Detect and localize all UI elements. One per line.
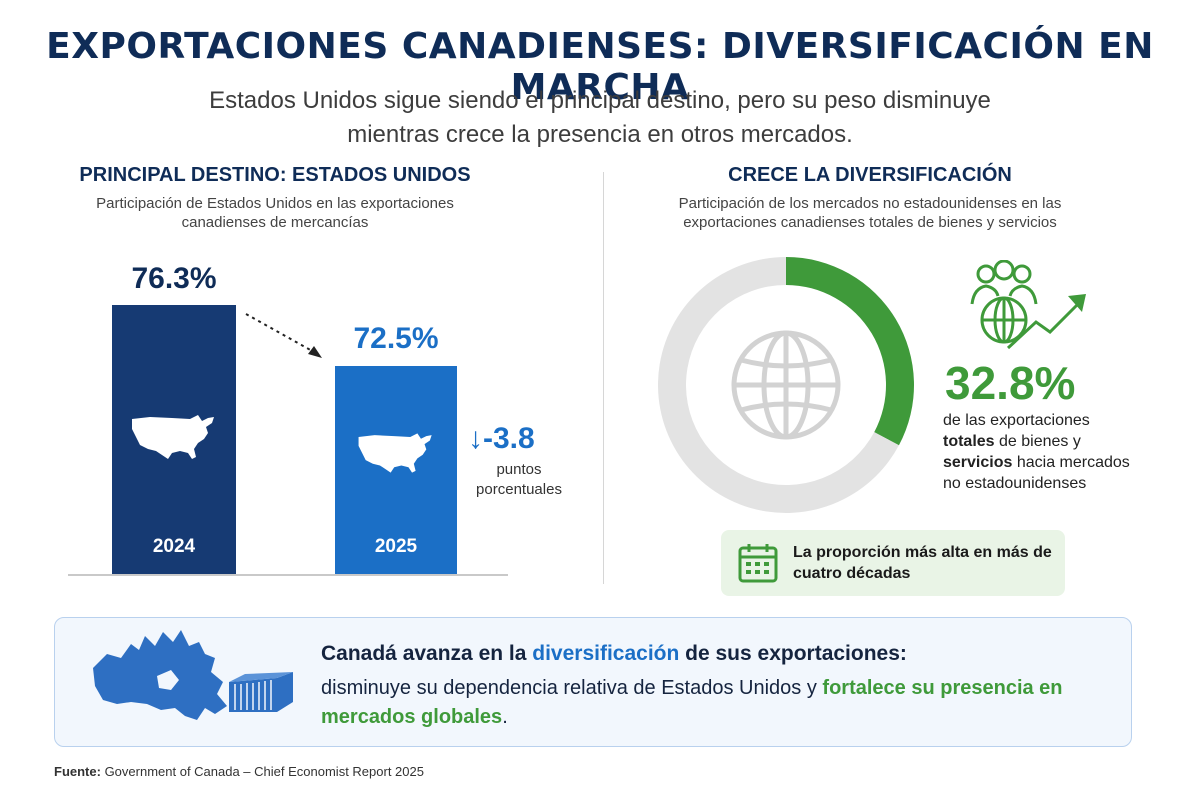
chart-baseline [68, 574, 508, 576]
shipping-container-icon [229, 672, 293, 712]
diversification-description: de las exportaciones totales de bienes y… [943, 412, 1130, 492]
bar-2025: 2025 [335, 366, 457, 575]
usa-map-icon [132, 415, 214, 459]
donut-slice-non-us [786, 257, 914, 446]
bar-label-2024: 2024 [152, 536, 196, 557]
bar-label-2025: 2025 [374, 536, 418, 557]
page-subtitle: Estados Unidos sigue siendo el principal… [209, 87, 991, 148]
bar-2024: 2024 [112, 305, 236, 575]
source-note: Fuente: Government of Canada – Chief Eco… [54, 764, 424, 779]
diversification-percent: 32.8% [945, 357, 1076, 409]
trend-arrow-icon [245, 313, 322, 358]
change-unit: puntos porcentuales [476, 461, 562, 498]
people-growth-icon [970, 260, 1086, 350]
banner-body: disminuye su dependencia relativa de Est… [321, 677, 1063, 728]
left-panel-caption: Participación de Estados Unidos en las e… [96, 195, 454, 231]
summary-banner: Canadá avanza en la diversificación de s… [54, 617, 1132, 747]
bar-value-2024: 76.3% [131, 262, 217, 295]
banner-headline: Canadá avanza en la diversificación de s… [321, 642, 907, 665]
diversification-donut-chart [658, 257, 914, 513]
record-callout: La proporción más alta en más de cuatro … [721, 530, 1065, 596]
calendar-icon [738, 544, 778, 583]
page-title: EXPORTACIONES CANADIENSES: DIVERSIFICACI… [46, 26, 1154, 108]
bar-value-2025: 72.5% [353, 322, 439, 355]
usa-map-icon [358, 433, 432, 473]
canada-map-icon [93, 630, 227, 720]
left-panel-heading: PRINCIPAL DESTINO: ESTADOS UNIDOS [79, 164, 471, 186]
record-callout-text: La proporción más alta en más de cuatro … [793, 544, 1052, 582]
globe-icon [731, 330, 841, 440]
change-value: ↓-3.8 [468, 422, 535, 455]
right-panel-heading: CRECE LA DIVERSIFICACIÓN [728, 164, 1012, 186]
right-panel-caption: Participación de los mercados no estadou… [678, 195, 1062, 231]
panel-divider [603, 172, 604, 584]
